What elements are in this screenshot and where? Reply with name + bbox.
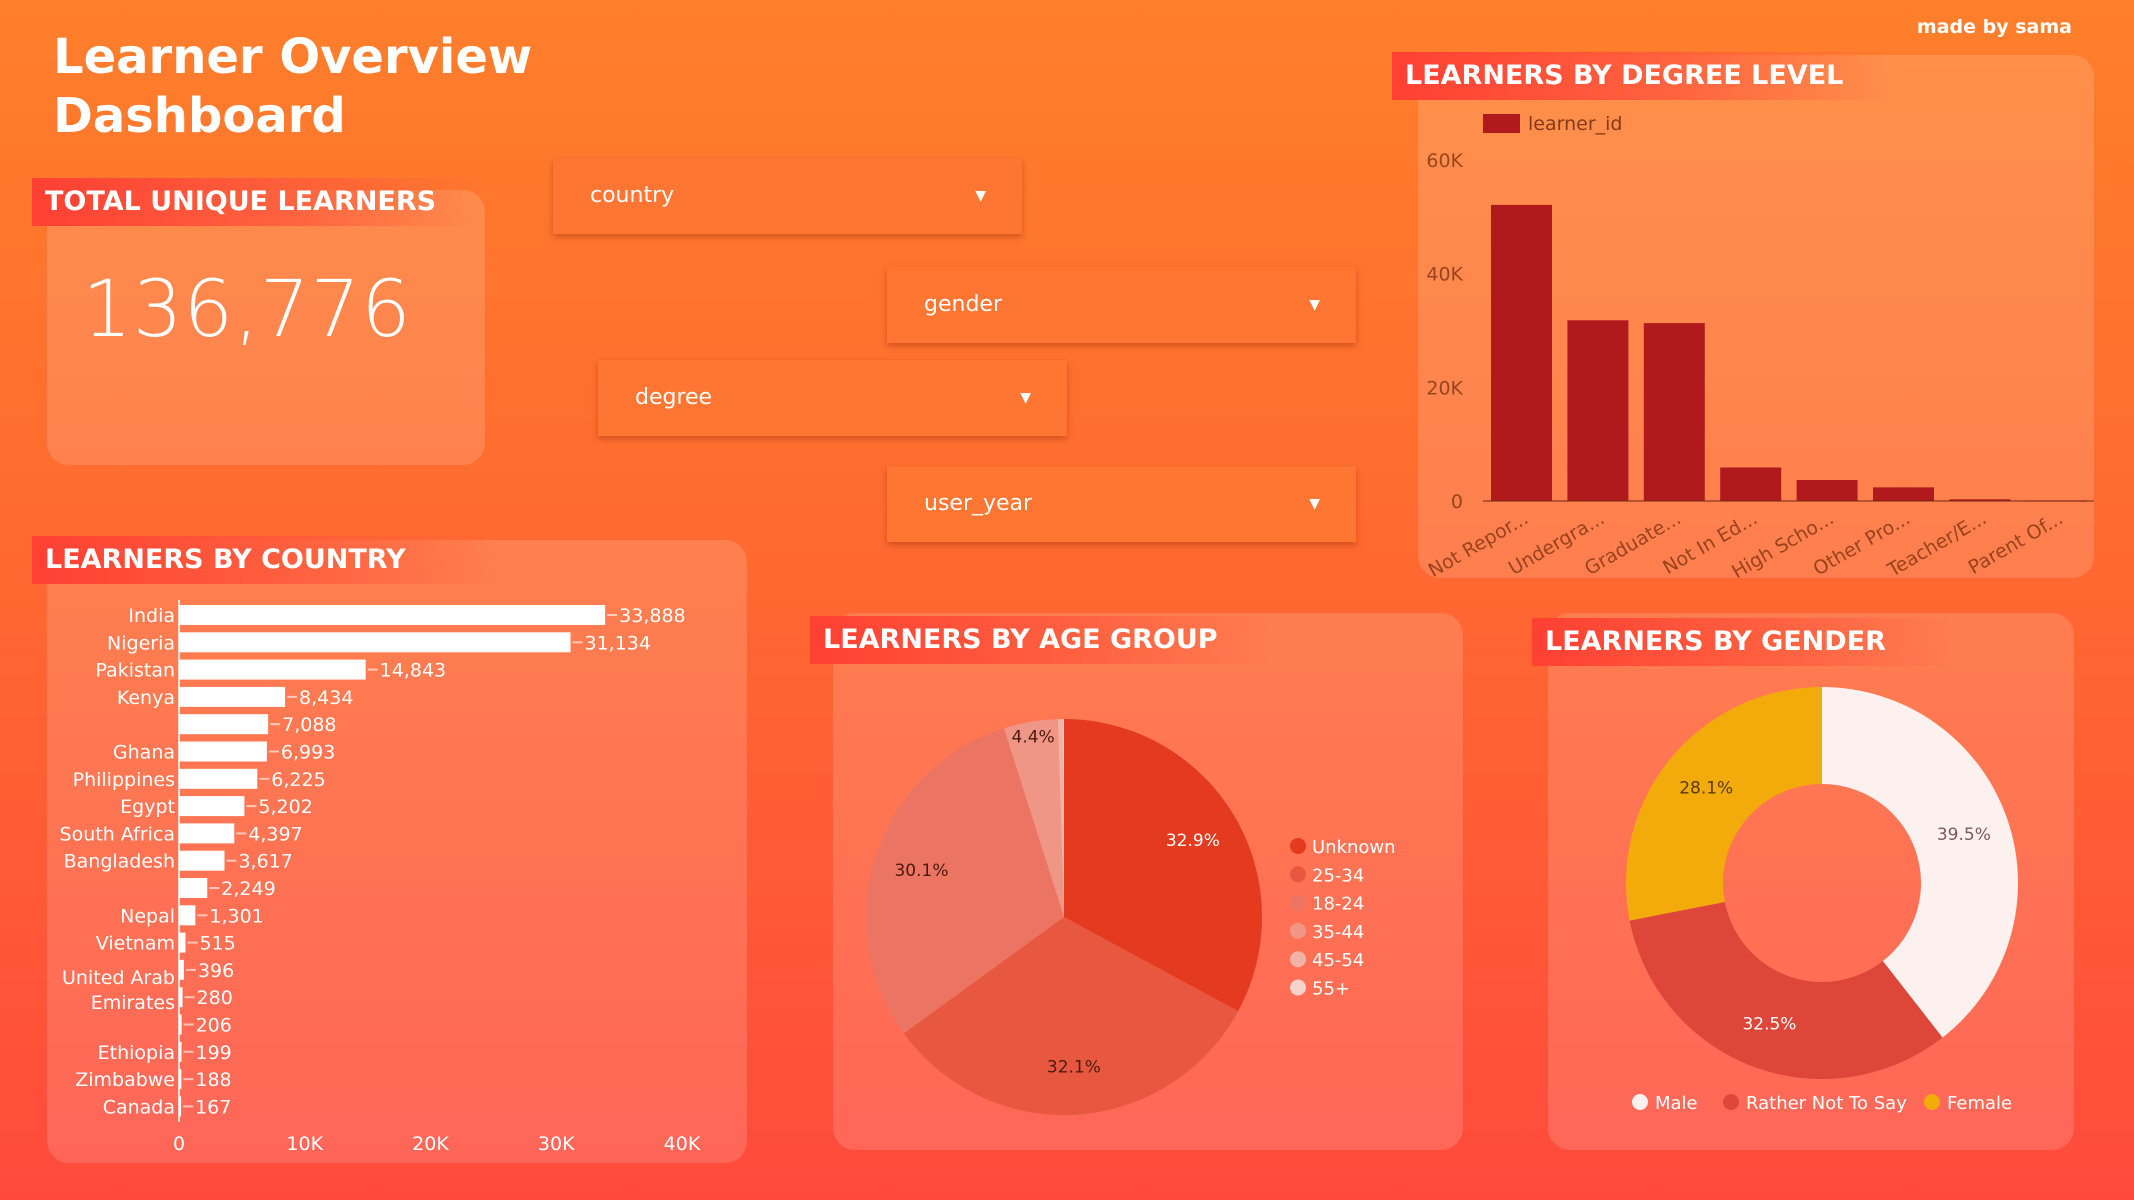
degree-chart-title: LEARNERS BY DEGREE LEVEL	[1392, 52, 1892, 100]
country-chart-title: LEARNERS BY COUNTRY	[32, 536, 502, 584]
gender-chart-card	[1548, 613, 2074, 1150]
country-filter-dropdown[interactable]: country ▼	[553, 158, 1022, 234]
gender-chart-title: LEARNERS BY GENDER	[1532, 618, 1952, 666]
total-learners-title: TOTAL UNIQUE LEARNERS	[32, 178, 482, 226]
dropdown-arrow-icon: ▼	[975, 188, 986, 204]
dropdown-arrow-icon: ▼	[1309, 496, 1320, 512]
age-chart-card	[833, 613, 1463, 1150]
total-learners-value: 136,776	[82, 265, 412, 355]
age-chart-title: LEARNERS BY AGE GROUP	[810, 616, 1270, 664]
user-year-filter-label: user_year	[924, 491, 1033, 516]
credit-text: made by sama	[1916, 16, 2072, 38]
page-title: Learner Overview Dashboard	[53, 29, 533, 144]
degree-filter-dropdown[interactable]: degree ▼	[598, 360, 1067, 436]
total-learners-card	[47, 190, 485, 465]
degree-chart-card	[1418, 55, 2094, 578]
user-year-filter-dropdown[interactable]: user_year ▼	[887, 466, 1356, 542]
dropdown-arrow-icon: ▼	[1020, 390, 1031, 406]
country-filter-label: country	[590, 183, 675, 208]
gender-filter-dropdown[interactable]: gender ▼	[887, 267, 1356, 343]
degree-filter-label: degree	[635, 385, 713, 410]
dropdown-arrow-icon: ▼	[1309, 297, 1320, 313]
gender-filter-label: gender	[924, 292, 1002, 317]
country-chart-card	[47, 540, 747, 1163]
